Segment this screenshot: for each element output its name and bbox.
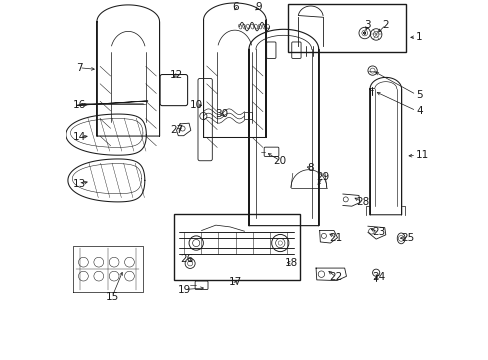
Bar — [287, 4, 406, 52]
Bar — [244, 112, 252, 119]
Text: 1: 1 — [415, 32, 422, 42]
Text: 30: 30 — [214, 109, 227, 119]
Text: 28: 28 — [355, 197, 368, 207]
Text: 11: 11 — [415, 150, 428, 160]
Text: 9: 9 — [255, 2, 262, 12]
Text: 14: 14 — [72, 132, 86, 143]
Text: 16: 16 — [72, 100, 86, 110]
Text: 17: 17 — [228, 278, 242, 287]
Text: 21: 21 — [329, 233, 342, 243]
Text: 2: 2 — [382, 20, 388, 30]
Bar — [173, 215, 299, 280]
Text: 7: 7 — [76, 63, 82, 73]
Text: 24: 24 — [371, 272, 385, 282]
Text: 18: 18 — [285, 258, 298, 268]
Text: 15: 15 — [105, 292, 119, 302]
Text: 25: 25 — [401, 233, 414, 243]
Text: 13: 13 — [72, 179, 86, 189]
Text: 6: 6 — [232, 2, 238, 12]
Text: 3: 3 — [364, 20, 370, 30]
Text: 29: 29 — [316, 172, 329, 182]
Text: 23: 23 — [371, 227, 385, 237]
Text: 10: 10 — [189, 100, 203, 110]
Text: 12: 12 — [169, 70, 183, 80]
Text: 4: 4 — [415, 105, 422, 116]
Text: 5: 5 — [415, 90, 422, 100]
Text: 8: 8 — [307, 163, 313, 173]
Text: 22: 22 — [329, 272, 342, 282]
Text: 19: 19 — [178, 284, 191, 294]
Text: 20: 20 — [273, 156, 286, 166]
Text: 27: 27 — [169, 125, 183, 135]
Text: 26: 26 — [180, 254, 193, 264]
